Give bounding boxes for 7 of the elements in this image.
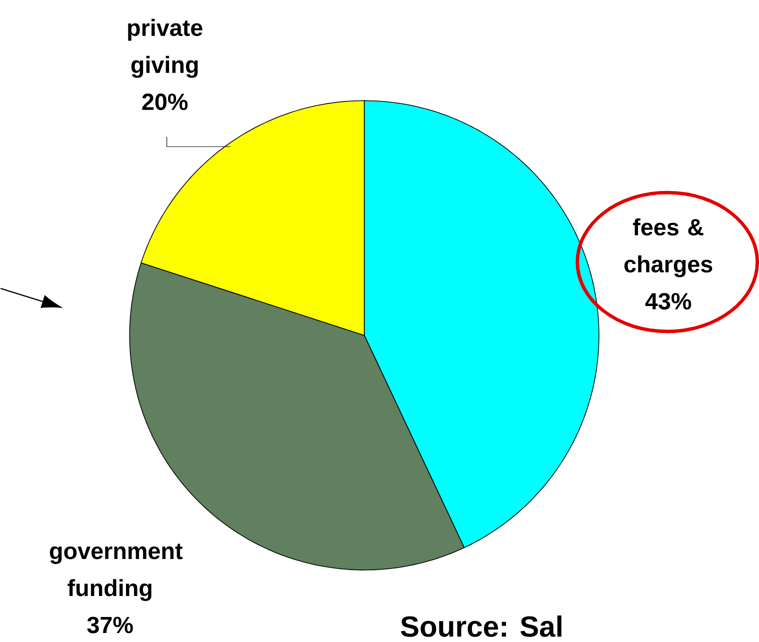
slice-label: private giving: [128, 18, 202, 78]
slice-label: government funding: [50, 544, 182, 601]
data-label: 37%: [87, 616, 133, 634]
source-note: Source: Sal: [400, 615, 562, 637]
slice-label: fees & charges: [624, 218, 712, 278]
data-label: 20%: [142, 93, 188, 110]
data-label: 43%: [645, 292, 692, 310]
